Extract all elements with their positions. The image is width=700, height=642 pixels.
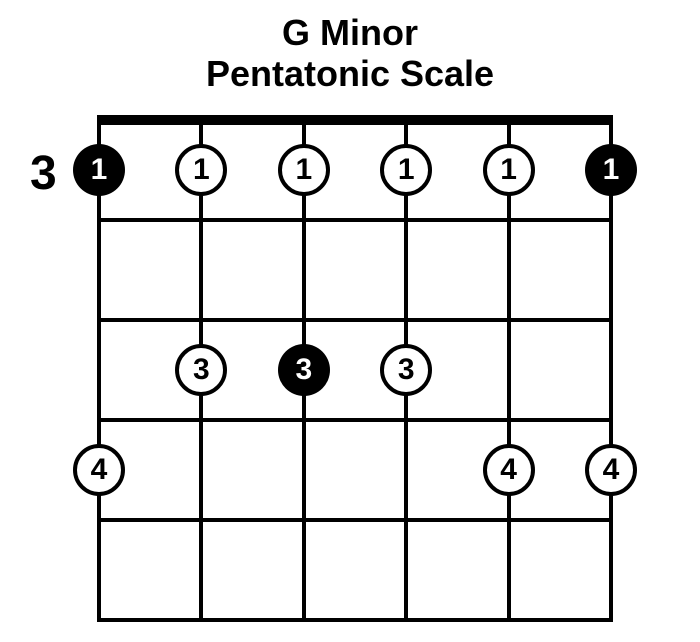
fret-line	[97, 618, 613, 622]
finger-number: 4	[603, 453, 620, 487]
finger-number: 1	[603, 153, 620, 187]
fretboard: 111111333444	[99, 120, 611, 620]
fret-line	[97, 518, 613, 522]
finger-number: 4	[500, 453, 517, 487]
finger-dot: 1	[278, 144, 330, 196]
finger-dot: 1	[483, 144, 535, 196]
finger-dot: 1	[73, 144, 125, 196]
finger-dot: 1	[380, 144, 432, 196]
title-line-1: G Minor	[0, 12, 700, 53]
finger-dot: 3	[175, 344, 227, 396]
chord-diagram-container: G Minor Pentatonic Scale 3 111111333444	[0, 0, 700, 642]
diagram-title: G Minor Pentatonic Scale	[0, 0, 700, 95]
finger-number: 3	[398, 353, 415, 387]
finger-number: 1	[91, 153, 108, 187]
starting-fret-label: 3	[30, 146, 57, 201]
finger-dot: 4	[73, 444, 125, 496]
finger-number: 1	[193, 153, 210, 187]
finger-number: 1	[500, 153, 517, 187]
finger-number: 3	[193, 353, 210, 387]
fret-line	[97, 418, 613, 422]
finger-dot: 3	[278, 344, 330, 396]
finger-dot: 4	[585, 444, 637, 496]
title-line-2: Pentatonic Scale	[0, 53, 700, 94]
finger-dot: 1	[585, 144, 637, 196]
finger-dot: 4	[483, 444, 535, 496]
finger-number: 3	[295, 353, 312, 387]
finger-dot: 3	[380, 344, 432, 396]
finger-number: 1	[398, 153, 415, 187]
nut-line	[97, 115, 613, 125]
fret-line	[97, 218, 613, 222]
finger-number: 1	[295, 153, 312, 187]
finger-dot: 1	[175, 144, 227, 196]
finger-number: 4	[91, 453, 108, 487]
fret-line	[97, 318, 613, 322]
